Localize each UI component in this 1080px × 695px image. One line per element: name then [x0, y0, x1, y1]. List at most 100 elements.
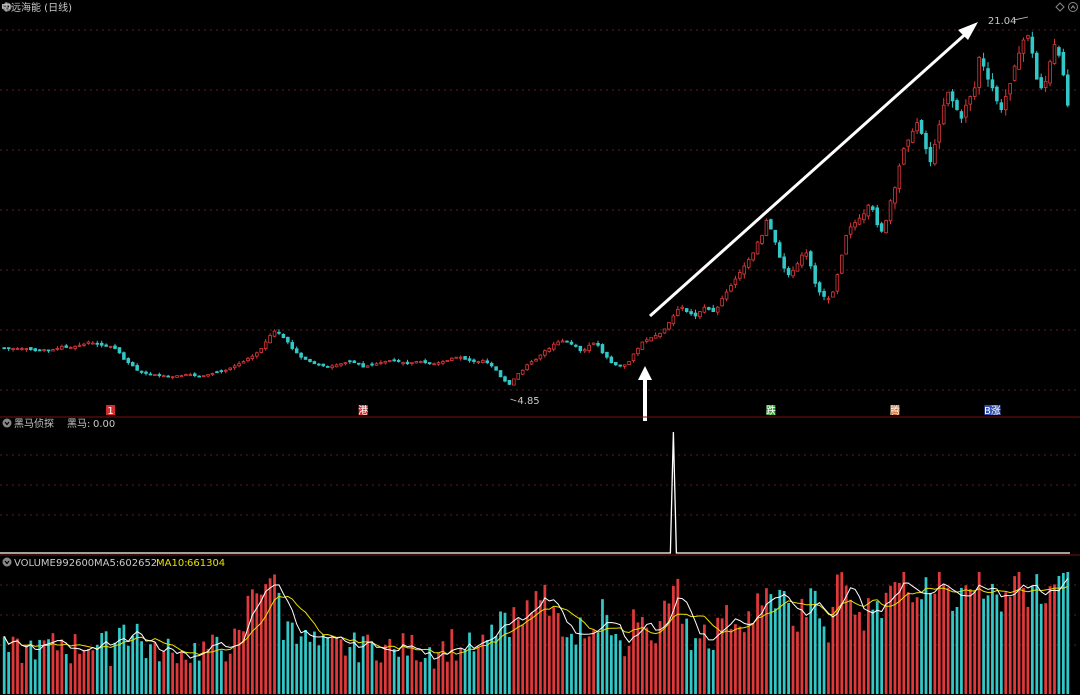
volume-bar — [419, 661, 423, 694]
candle-body — [516, 373, 521, 380]
candle-body — [246, 357, 250, 362]
volume-bar — [685, 618, 689, 694]
candle-body — [268, 335, 272, 344]
candle-body — [636, 348, 640, 355]
chevron-down-icon[interactable] — [2, 418, 12, 428]
candle-body — [582, 349, 587, 352]
volume-bar — [286, 621, 290, 694]
candle-body — [2, 347, 6, 350]
chevron-down-icon[interactable] — [2, 557, 12, 567]
volume-bar — [290, 622, 294, 694]
candle-body — [219, 370, 224, 373]
volume-bar — [42, 640, 46, 694]
volume-bar — [911, 602, 915, 694]
volume-bar — [694, 638, 697, 694]
volume-bar — [95, 644, 99, 694]
candle-body — [702, 306, 707, 313]
volume-bar — [16, 638, 19, 694]
candle-body — [640, 341, 645, 350]
candle-body — [73, 345, 77, 349]
volume-bar — [982, 598, 985, 694]
candle-body — [888, 200, 893, 222]
candle-body — [742, 265, 747, 275]
candle-body — [197, 375, 201, 378]
candle-body — [897, 165, 902, 189]
candle-body — [848, 226, 853, 235]
candle-body — [139, 370, 144, 373]
volume-bar — [233, 628, 237, 694]
volume-bar — [135, 623, 139, 694]
candle-body — [201, 375, 206, 378]
window-title-group[interactable]: 中远海能 (日线) — [1, 1, 72, 14]
candle-body — [782, 256, 786, 269]
volume-bar — [995, 594, 999, 694]
candle-body — [959, 111, 964, 119]
volume-bar — [459, 647, 463, 694]
volume-bar — [654, 643, 658, 694]
volume-bar — [481, 634, 485, 694]
volume-bar — [2, 636, 6, 694]
candle-body — [990, 79, 995, 89]
volume-bar — [844, 585, 848, 694]
volume-bar — [149, 644, 152, 694]
candle-body — [587, 344, 591, 351]
candle-body — [950, 91, 955, 102]
diamond-icon[interactable] — [1055, 2, 1065, 12]
candle-body — [813, 265, 817, 284]
volume-bar — [906, 592, 910, 694]
candle-body — [520, 369, 525, 375]
volume-bar — [171, 652, 174, 694]
candle-body — [454, 356, 459, 359]
candle-body — [321, 363, 326, 367]
volume-bar — [534, 591, 538, 694]
candle-body — [352, 360, 357, 364]
candle-body — [423, 360, 427, 364]
volume-header[interactable]: VOLUME: 992600 MA5: 602652 MA10: 661304 — [2, 557, 226, 570]
candle-body — [419, 361, 423, 363]
volume-bar — [73, 634, 77, 694]
candle-body — [60, 345, 64, 350]
candle-body — [489, 362, 494, 367]
volume-bar — [601, 599, 604, 694]
candle-body — [711, 307, 716, 312]
volume-bar — [951, 610, 954, 694]
candle-body — [277, 331, 281, 334]
candle-body — [396, 360, 401, 362]
volume-bar — [707, 648, 711, 694]
volume-bar — [760, 605, 764, 694]
chevron-down-icon[interactable] — [2, 2, 12, 12]
volume-bar — [889, 585, 892, 694]
volume-bar — [153, 642, 157, 694]
candle-body — [645, 339, 649, 342]
volume-bar — [11, 636, 15, 694]
candle-body — [228, 367, 232, 370]
volume-bar — [813, 590, 817, 694]
volume-bar — [787, 603, 790, 694]
volume-bar — [463, 649, 467, 694]
candle-body — [503, 376, 507, 382]
candle-body — [729, 285, 733, 292]
candle-body — [751, 252, 755, 261]
candle-body — [560, 340, 565, 343]
candle-body — [55, 348, 60, 350]
candle-body — [871, 206, 875, 210]
candle-body — [999, 102, 1004, 110]
candle-body — [684, 308, 689, 312]
candle-body — [1017, 52, 1021, 70]
candle-body — [835, 274, 840, 292]
candle-body — [693, 312, 698, 317]
candle-body — [1012, 65, 1017, 81]
volume-bar — [273, 574, 276, 694]
candle-body — [82, 343, 86, 346]
volume-bar — [738, 626, 742, 694]
volume-bar — [698, 638, 702, 694]
chevron-up-icon[interactable] — [1068, 2, 1078, 12]
candle-body — [6, 347, 11, 350]
candle-body — [122, 352, 126, 360]
candle-body — [494, 366, 498, 371]
candle-body — [294, 348, 299, 354]
indicator-header[interactable]: 黑马侦探 黑马: 0.00 — [2, 417, 116, 430]
candle-body — [46, 349, 51, 352]
ma5-label: MA5: — [94, 558, 119, 569]
